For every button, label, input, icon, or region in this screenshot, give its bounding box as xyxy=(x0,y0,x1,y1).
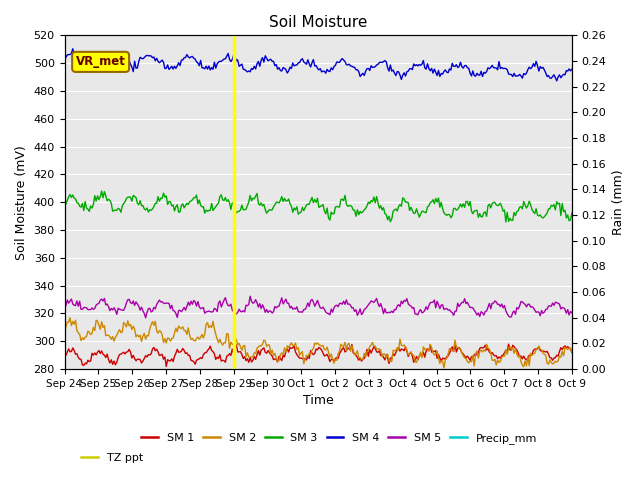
Legend: SM 1, SM 2, SM 3, SM 4, SM 5, Precip_mm: SM 1, SM 2, SM 3, SM 4, SM 5, Precip_mm xyxy=(137,428,541,448)
Title: Soil Moisture: Soil Moisture xyxy=(269,15,367,30)
Y-axis label: Soil Moisture (mV): Soil Moisture (mV) xyxy=(15,145,28,260)
Legend: TZ ppt: TZ ppt xyxy=(77,448,147,467)
Y-axis label: Rain (mm): Rain (mm) xyxy=(612,169,625,235)
X-axis label: Time: Time xyxy=(303,395,333,408)
Text: VR_met: VR_met xyxy=(76,55,125,68)
